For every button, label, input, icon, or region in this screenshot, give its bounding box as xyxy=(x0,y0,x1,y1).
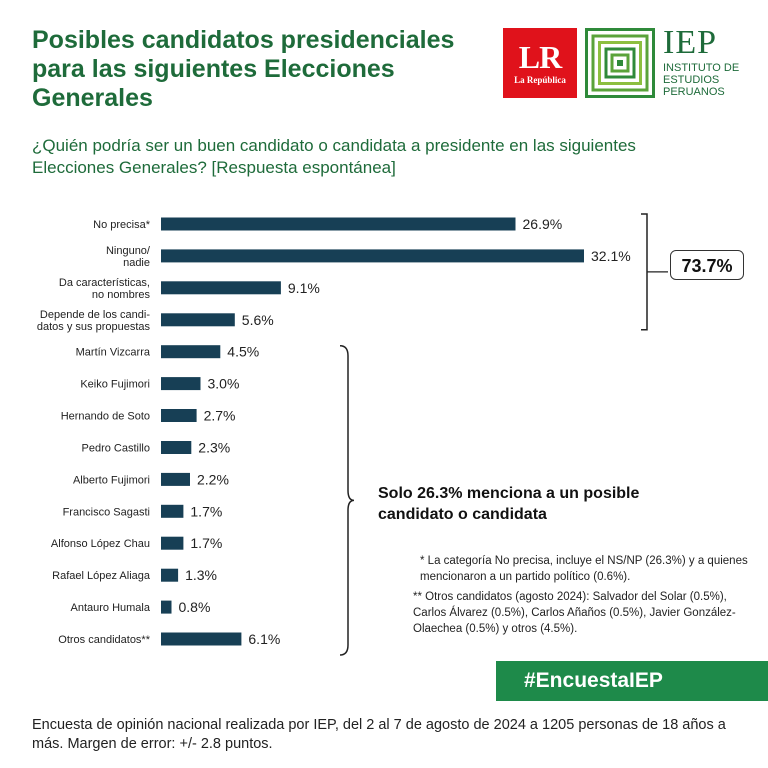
bar xyxy=(161,345,221,359)
bar-value-label: 4.5% xyxy=(227,344,259,360)
bar-value-label: 6.1% xyxy=(248,631,280,647)
category-label: Antauro Humala xyxy=(71,602,151,614)
hashtag-banner: #EncuestaIEP xyxy=(496,661,768,701)
bar-value-label: 0.8% xyxy=(179,599,211,615)
bar xyxy=(161,600,172,614)
bar xyxy=(161,217,516,231)
category-label: Keiko Fujimori xyxy=(80,379,150,391)
category-label: Otros candidatos** xyxy=(58,634,150,646)
bar xyxy=(161,472,190,486)
group-total-badge: 73.7% xyxy=(670,250,744,280)
iep-logo-mark-icon xyxy=(585,28,655,98)
group-curly-brace xyxy=(339,344,355,656)
bar xyxy=(161,632,242,646)
bar-value-label: 2.7% xyxy=(204,408,236,424)
bar xyxy=(161,281,281,295)
bar-value-label: 1.3% xyxy=(185,567,217,583)
bar-value-label: 1.7% xyxy=(190,535,222,551)
bar xyxy=(161,568,179,582)
bar-value-label: 5.6% xyxy=(242,312,274,328)
category-label: Francisco Sagasti xyxy=(63,506,150,518)
category-label: Da características, no nombres xyxy=(59,277,151,301)
iep-logo-name: IEP xyxy=(663,24,717,61)
bar-value-label: 2.3% xyxy=(198,440,230,456)
category-label: Ninguno/nadie xyxy=(106,245,151,269)
bar xyxy=(161,377,201,391)
bar-value-label: 26.9% xyxy=(523,216,563,232)
group-candidates-annotation: Solo 26.3% menciona a un posible candida… xyxy=(378,485,640,523)
bar-value-label: 32.1% xyxy=(591,248,631,264)
group-bracket-top xyxy=(641,213,648,331)
category-label: Alberto Fujimori xyxy=(73,474,150,486)
bar-value-label: 3.0% xyxy=(208,376,240,392)
bar-value-label: 9.1% xyxy=(288,280,320,296)
category-label: Alfonso López Chau xyxy=(51,538,150,550)
bar-value-label: 2.2% xyxy=(197,471,229,487)
category-label: Pedro Castillo xyxy=(82,443,150,455)
category-label: Hernando de Soto xyxy=(61,411,150,423)
survey-source-note: Encuesta de opinión nacional realizada p… xyxy=(32,717,726,752)
la-republica-logo: LR La República xyxy=(503,28,577,98)
bar xyxy=(161,409,197,422)
category-label: Martín Vizcarra xyxy=(76,347,151,359)
bar xyxy=(161,504,184,518)
lr-logo-subtitle: La República xyxy=(514,75,566,85)
page-title: Posibles candidatos presidenciales para … xyxy=(32,26,455,112)
bar xyxy=(161,313,235,327)
lr-logo-letters: LR xyxy=(518,39,562,75)
survey-question: ¿Quién podría ser un buen candidato o ca… xyxy=(32,136,636,177)
iep-logo: IEP INSTITUTO DE ESTUDIOS PERUANOS xyxy=(585,24,745,100)
bar xyxy=(161,249,584,263)
category-label: No precisa* xyxy=(93,219,151,231)
footnote-no-precisa: * La categoría No precisa, incluye el NS… xyxy=(420,555,748,583)
bar xyxy=(161,441,192,454)
bar xyxy=(161,536,184,550)
bar-value-label: 1.7% xyxy=(190,503,222,519)
iep-logo-fullname: INSTITUTO DE ESTUDIOS PERUANOS xyxy=(663,62,740,98)
category-label: Rafael López Aliaga xyxy=(52,570,151,582)
category-label: Depende de los candi-datos y sus propues… xyxy=(37,309,151,333)
footnote-otros-candidatos: ** Otros candidatos (agosto 2024): Salva… xyxy=(413,591,736,635)
